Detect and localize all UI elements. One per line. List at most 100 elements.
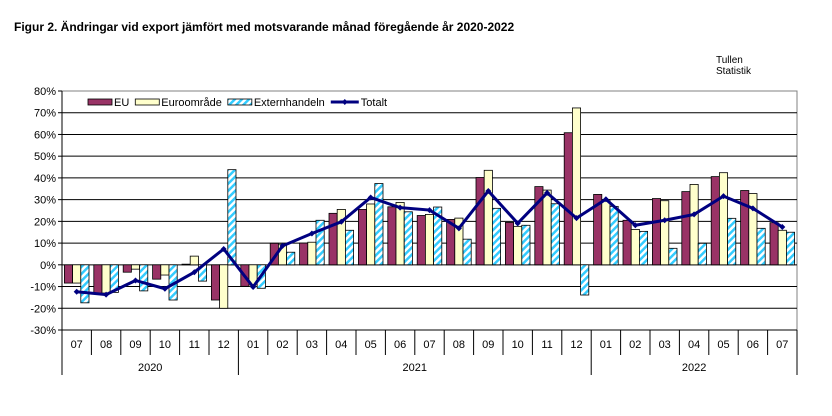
x-tick-label: 12: [570, 339, 582, 351]
bar-eu: [181, 263, 191, 266]
bar-euroområde: [719, 172, 729, 266]
point-totalt: [544, 189, 551, 196]
x-tick-label: 05: [717, 339, 729, 351]
bar-externhandeln: [403, 211, 413, 266]
point-totalt: [73, 288, 80, 295]
bar-externhandeln: [580, 264, 590, 296]
bar-eu: [210, 264, 220, 301]
bar-euroområde: [424, 214, 434, 266]
source-label: Tullen Statistik: [716, 55, 751, 77]
bar-eu: [416, 215, 426, 266]
x-tick-label: 01: [600, 339, 612, 351]
bar-eu: [152, 264, 162, 280]
y-tick-label: 50%: [34, 151, 56, 163]
bar-externhandeln: [109, 264, 119, 293]
bar-eu: [93, 264, 103, 294]
legend-swatch-euroområde: [134, 98, 160, 106]
x-tick-label: 03: [659, 339, 671, 351]
point-totalt: [191, 269, 198, 276]
source-line-1: Tullen: [716, 55, 743, 66]
bar-eu: [710, 176, 720, 266]
point-totalt: [161, 285, 168, 292]
bar-euroområde: [483, 169, 493, 266]
bar-eu: [475, 177, 485, 266]
y-tick-label: -10%: [30, 282, 56, 294]
bar-euroområde: [748, 193, 758, 266]
bar-euroområde: [630, 229, 640, 266]
point-totalt: [632, 222, 639, 229]
bar-euroområde: [101, 264, 111, 294]
bar-externhandeln: [668, 247, 678, 266]
y-tick-label: 10%: [34, 238, 56, 250]
x-tick-label: 11: [189, 339, 200, 351]
point-totalt: [103, 291, 110, 298]
x-tick-label: 03: [306, 339, 318, 351]
chart-title: Figur 2. Ändringar vid export jämfört me…: [14, 20, 515, 34]
x-tick-label: 06: [394, 339, 406, 351]
x-tick-label: 06: [747, 339, 759, 351]
x-tick-label: 07: [423, 339, 435, 351]
bar-euroområde: [395, 202, 405, 266]
point-totalt: [279, 242, 286, 249]
bar-euroområde: [189, 255, 199, 266]
bar-externhandeln: [80, 264, 90, 304]
x-tick-label: 08: [453, 339, 465, 351]
point-totalt: [779, 224, 786, 231]
y-tick-label: 80%: [34, 86, 56, 98]
y-tick-label: -20%: [30, 303, 56, 315]
y-tick-label: 30%: [34, 195, 56, 207]
bar-euroområde: [219, 264, 229, 309]
bar-externhandeln: [609, 205, 619, 266]
bar-eu: [563, 132, 573, 266]
bar-eu: [328, 212, 338, 266]
point-totalt: [602, 196, 609, 203]
bar-externhandeln: [462, 238, 472, 266]
bar-externhandeln: [286, 251, 296, 266]
bar-euroområde: [513, 225, 523, 266]
point-totalt: [749, 205, 756, 212]
bar-externhandeln: [374, 183, 384, 266]
bar-externhandeln: [697, 242, 707, 266]
x-tick-label: 02: [629, 339, 641, 351]
y-tick-label: 70%: [34, 108, 56, 120]
bar-eu: [622, 219, 632, 266]
bar-euroområde: [130, 264, 140, 270]
point-totalt: [573, 215, 580, 222]
x-tick-label: 05: [365, 339, 377, 351]
x-tick-label: 04: [335, 339, 347, 351]
point-totalt: [514, 220, 521, 227]
bar-externhandeln: [639, 230, 649, 266]
x-tick-label: 01: [247, 339, 259, 351]
y-tick-label: 60%: [34, 129, 56, 141]
legend-label-externhandeln: Externhandeln: [254, 97, 325, 109]
year-label: 2020: [138, 362, 162, 374]
bar-externhandeln: [433, 206, 443, 266]
legend-marker-totalt: [341, 99, 348, 105]
bar-eu: [299, 242, 309, 266]
bar-euroområde: [660, 200, 670, 266]
x-tick-label: 07: [71, 339, 83, 351]
y-tick-label: 40%: [34, 173, 56, 185]
x-tick-label: 09: [482, 339, 494, 351]
bar-eu: [122, 264, 132, 273]
bar-externhandeln: [315, 219, 325, 266]
point-totalt: [397, 204, 404, 211]
bar-euroområde: [601, 199, 611, 266]
y-tick-label: 0%: [40, 260, 56, 272]
source-line-2: Statistik: [716, 66, 752, 77]
point-totalt: [367, 194, 374, 201]
bar-eu: [504, 222, 514, 266]
legend-swatch-externhandeln: [227, 98, 253, 106]
bar-externhandeln: [139, 264, 149, 292]
bar-euroområde: [689, 184, 699, 266]
x-tick-label: 10: [159, 339, 171, 351]
bar-euroområde: [160, 264, 170, 276]
point-totalt: [338, 218, 345, 225]
bar-eu: [769, 222, 779, 266]
bar-eu: [652, 198, 662, 266]
bar-euroområde: [366, 203, 376, 266]
bar-externhandeln: [344, 229, 354, 266]
x-tick-label: 07: [776, 339, 788, 351]
year-label: 2021: [403, 362, 427, 374]
bar-euroområde: [542, 189, 552, 266]
